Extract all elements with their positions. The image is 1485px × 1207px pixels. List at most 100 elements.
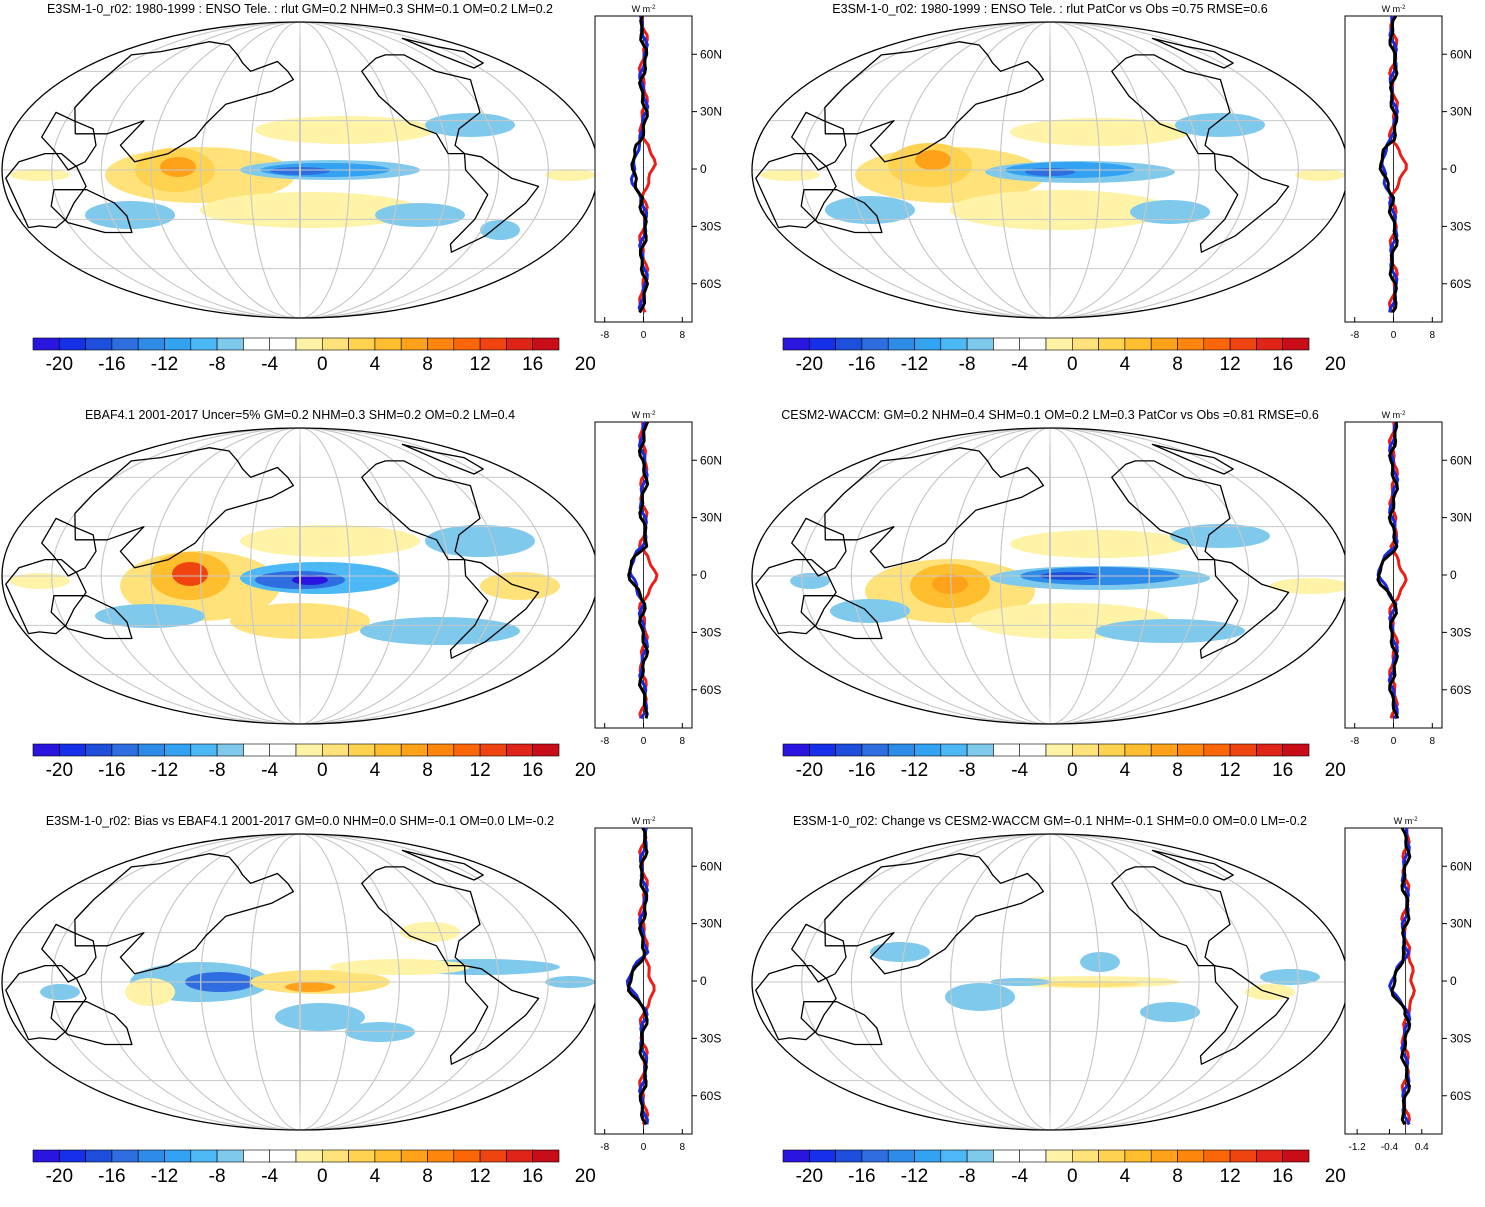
anomaly-region <box>545 169 595 181</box>
anomaly-region <box>1130 200 1210 224</box>
anomaly-region <box>345 1022 415 1042</box>
longitude-gridline <box>999 22 1101 318</box>
colorbar-swatch <box>58 337 86 351</box>
colorbar-tick-label: 4 <box>1119 760 1131 781</box>
lat-label: 60S <box>700 277 721 291</box>
colorbar-tick-label: 0 <box>1067 354 1078 375</box>
colorbar-tick-label: -4 <box>1011 760 1029 781</box>
lat-label: 60S <box>1450 683 1471 697</box>
colorbar-tick-label: -8 <box>958 760 976 781</box>
black-zonal-line <box>627 827 649 1126</box>
colorbar-swatch <box>479 1149 507 1163</box>
colorbar-tick-label: 12 <box>1219 760 1241 781</box>
colorbar-tick-label: -20 <box>45 760 74 781</box>
colorbar-swatch <box>887 337 915 351</box>
colorbar-swatch <box>164 743 192 757</box>
longitude-gridline <box>200 428 400 724</box>
coastline <box>74 41 295 163</box>
colorbar-tick-label: 16 <box>1272 760 1294 781</box>
colorbar-swatch <box>479 337 507 351</box>
red-zonal-line <box>637 828 656 1126</box>
anomaly-region <box>425 113 515 137</box>
coastline <box>5 558 87 635</box>
anomaly-region <box>1010 530 1190 558</box>
longitude-gridline <box>950 22 1150 318</box>
colorbar-tick-label: -16 <box>98 760 126 781</box>
lat-label: 30N <box>1450 511 1472 525</box>
colorbar-swatch <box>479 743 507 757</box>
colorbar-tick-label: 20 <box>1324 354 1346 375</box>
x-tick-label: -0.4 <box>1381 1142 1399 1153</box>
colorbar-swatch <box>85 1149 113 1163</box>
lat-label: 0 <box>1450 568 1457 582</box>
colorbar-swatch <box>58 743 86 757</box>
colorbar-swatch <box>506 743 533 757</box>
colorbar-swatch <box>940 743 968 757</box>
lat-label: 60N <box>1450 859 1472 873</box>
anomaly-region <box>870 942 930 962</box>
colorbar-swatch <box>348 743 376 757</box>
panel-title: EBAF4.1 2001-2017 Uncer=5% GM=0.2 NHM=0.… <box>84 408 516 422</box>
colorbar-swatch <box>243 337 270 351</box>
coastline <box>824 853 1045 975</box>
colorbar-tick-label: -16 <box>848 1166 876 1187</box>
anomaly-region <box>932 574 968 594</box>
colorbar-tick-label: 12 <box>469 354 491 375</box>
colorbar-swatch <box>216 743 244 757</box>
x-tick-label: -8 <box>1350 736 1359 747</box>
red-zonal-line <box>1387 421 1408 719</box>
colorbar-swatch <box>321 337 349 351</box>
colorbar-tick-label: -12 <box>900 354 929 375</box>
zonal-mean-plot: 60N 30N 0 30S 60S -8 0 8 W m-2 <box>594 4 722 341</box>
colorbar-tick-label: -12 <box>150 1166 179 1187</box>
colorbar-swatch <box>835 1149 863 1163</box>
black-zonal-line <box>1390 827 1412 1126</box>
longitude-gridline <box>51 834 549 1130</box>
colorbar-tick-label: -20 <box>45 1166 74 1187</box>
anomaly-region <box>360 617 520 645</box>
colorbar-swatch <box>940 337 968 351</box>
colorbar-tick-label: -16 <box>848 760 876 781</box>
lat-label: 0 <box>700 974 707 988</box>
longitude-gridline <box>249 428 351 724</box>
colorbar-tick-label: 12 <box>1219 354 1241 375</box>
coastline <box>1151 443 1234 475</box>
anomaly-region <box>945 983 1015 1011</box>
colorbar-swatch <box>782 743 810 757</box>
lat-label: 30N <box>1450 105 1472 119</box>
anomaly-region <box>400 922 460 942</box>
colorbar-swatch <box>1071 337 1099 351</box>
colorbar-swatch <box>966 337 994 351</box>
zonal-mean-plot: 60N 30N 0 30S 60S -8 0 8 W m-2 <box>1344 4 1472 341</box>
x-tick-label: 8 <box>680 330 686 341</box>
world-map <box>1 427 599 725</box>
map-field <box>2 428 598 724</box>
colorbar-tick-label: 0 <box>317 1166 328 1187</box>
colorbar-swatch <box>1019 1149 1047 1163</box>
anomaly-region <box>825 196 915 224</box>
longitude-gridline <box>850 428 1250 724</box>
colorbar-tick-label: -20 <box>45 354 74 375</box>
coastline <box>791 111 847 171</box>
colorbar-tick-label: -16 <box>98 354 126 375</box>
colorbar-tick-label: -8 <box>208 760 226 781</box>
longitude-gridline <box>299 22 301 318</box>
colorbar-swatch <box>58 1149 86 1163</box>
anomaly-region <box>40 984 80 1000</box>
colorbar-swatch <box>348 337 376 351</box>
coastline <box>791 923 847 983</box>
units-label: W m-2 <box>1394 816 1418 826</box>
colorbar-swatch <box>966 743 994 757</box>
x-tick-label: -8 <box>600 1142 609 1153</box>
colorbar-tick-label: 8 <box>1172 760 1183 781</box>
colorbar-swatch <box>1098 337 1126 351</box>
colorbar-tick-label: -4 <box>261 760 279 781</box>
colorbar-swatch <box>914 743 942 757</box>
x-tick-label: 8 <box>1430 330 1436 341</box>
colorbar-swatch <box>1071 1149 1099 1163</box>
anomaly-region <box>915 150 951 170</box>
colorbar-tick-label: 0 <box>1067 760 1078 781</box>
lat-label: 30S <box>700 219 721 233</box>
zonal-mean-plot: 60N 30N 0 30S 60S -1.2 -0.4 0.4 W m-2 <box>1344 816 1472 1153</box>
colorbar-tick-label: 4 <box>369 354 381 375</box>
